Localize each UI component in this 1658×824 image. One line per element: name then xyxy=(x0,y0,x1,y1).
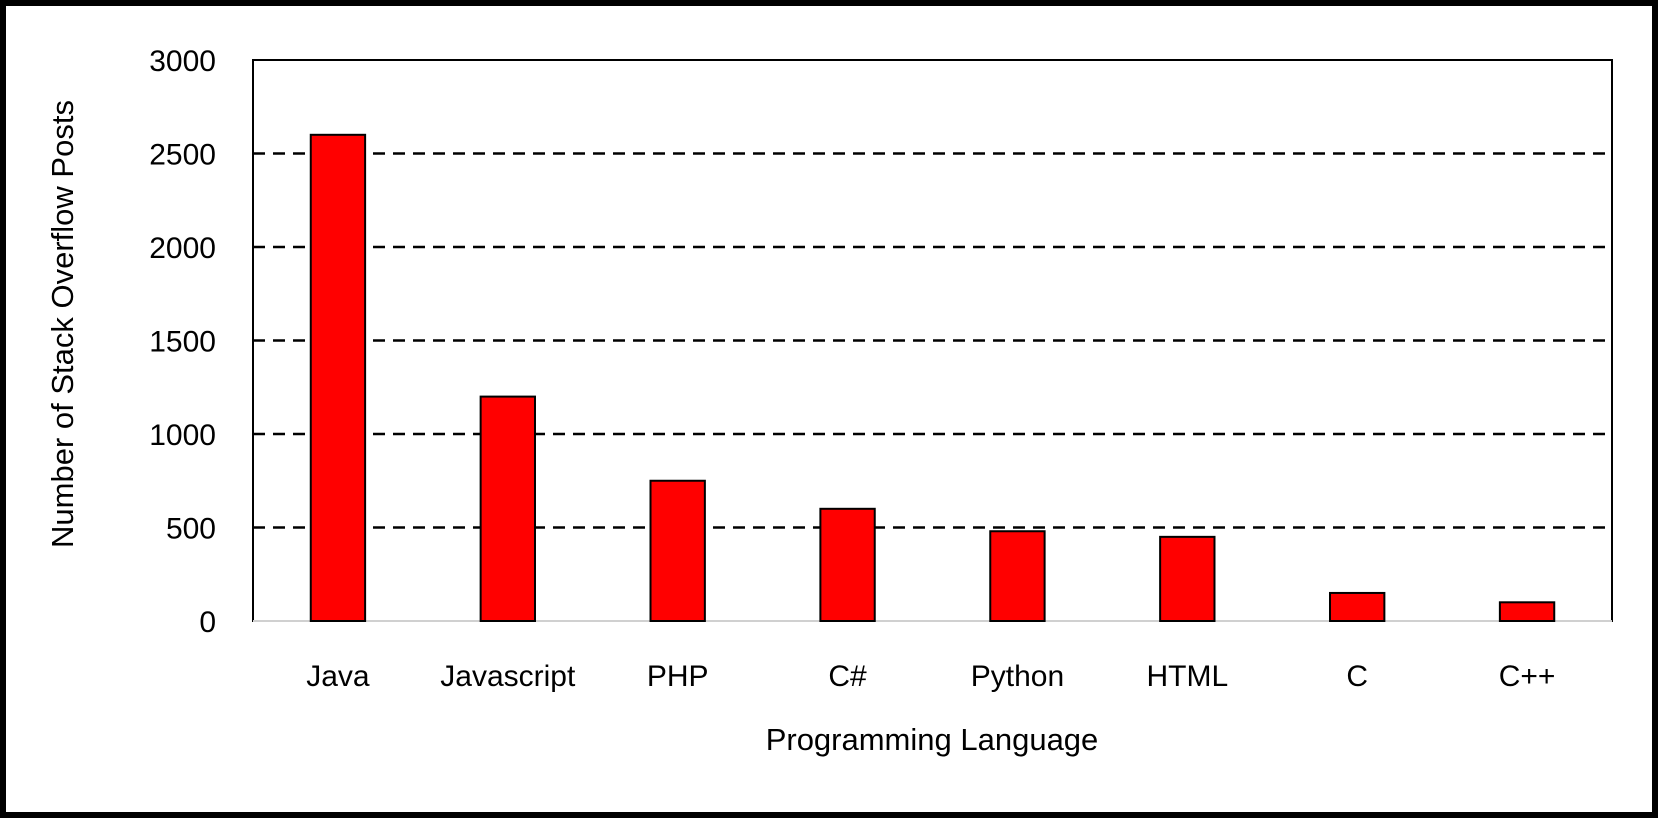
y-axis-title: Number of Stack Overflow Posts xyxy=(45,100,80,548)
y-tick-label: 0 xyxy=(199,606,216,639)
bar-php xyxy=(649,479,706,622)
bar-c- xyxy=(1498,601,1556,622)
y-tick-label: 500 xyxy=(166,513,216,546)
x-tick-label: C# xyxy=(828,660,867,693)
x-tick-label: Python xyxy=(971,660,1064,693)
x-tick-label: Javascript xyxy=(440,660,576,693)
bar-chart: 0 500 1000 1500 2000 2500 3000 Java Javascript P… xyxy=(45,45,1613,757)
x-tick-labels: Java Javascript PHP C# Python HTML C C++ xyxy=(306,660,1555,693)
bar-java xyxy=(309,133,367,623)
x-tick-label: C++ xyxy=(1499,660,1556,693)
x-tick-label: Java xyxy=(306,660,370,693)
gridlines xyxy=(253,152,1612,622)
y-tick-label: 2000 xyxy=(149,232,216,265)
x-tick-label: HTML xyxy=(1146,660,1228,693)
bar-c xyxy=(1329,591,1386,623)
y-tick-label: 1000 xyxy=(149,419,216,452)
x-tick-label: PHP xyxy=(647,660,709,693)
y-tick-labels: 0 500 1000 1500 2000 2500 3000 xyxy=(149,45,216,639)
bar-html xyxy=(1159,535,1216,622)
x-axis-title: Programming Language xyxy=(766,722,1099,757)
bar-c- xyxy=(819,507,876,622)
x-tick-label: C xyxy=(1346,660,1368,693)
y-tick-label: 2500 xyxy=(149,139,216,172)
bar-python xyxy=(989,530,1046,622)
y-tick-label: 3000 xyxy=(149,45,216,78)
bar-javascript xyxy=(479,395,536,622)
bars xyxy=(309,133,1556,623)
y-tick-label: 1500 xyxy=(149,326,216,359)
